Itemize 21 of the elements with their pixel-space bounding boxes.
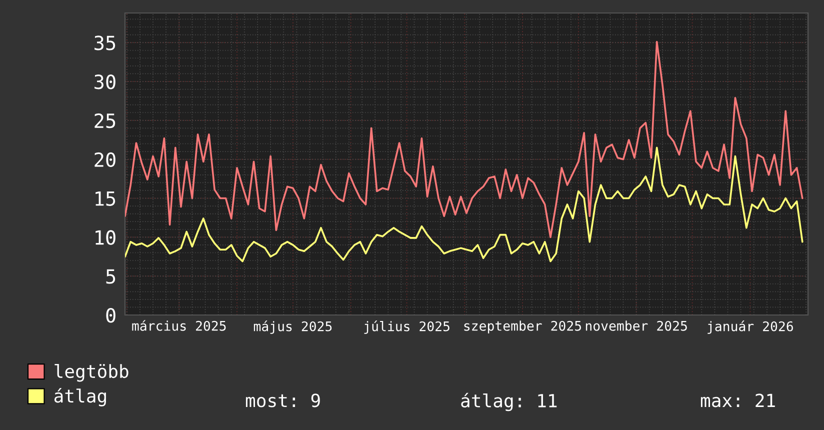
line-series [125, 40, 804, 238]
line-series [125, 146, 804, 262]
text: átlag: 11 [461, 392, 557, 412]
x-tick-label: november 2025 [586, 320, 687, 331]
x-tick-label: január 2026 [708, 320, 793, 334]
y-tick-label: 5 [106, 269, 116, 284]
text: most: 9 [246, 394, 320, 408]
legend-label: átlag [54, 388, 106, 406]
y-tick-label: 25 [94, 113, 116, 128]
y-tick-label: 20 [94, 152, 116, 168]
legend-label: legtöbb [54, 364, 128, 382]
y-tick-label: 15 [96, 192, 116, 206]
text: max: 21 [700, 394, 775, 408]
y-tick-label: 0 [106, 308, 116, 323]
x-tick-label: május 2025 [254, 320, 332, 334]
y-tick-label: 10 [96, 230, 116, 245]
x-tick-label: március 2025 [132, 320, 226, 331]
y-tick-label: 35 [94, 36, 116, 50]
y-tick-label: 30 [94, 74, 116, 90]
x-tick-label: szeptember 2025 [464, 320, 582, 334]
x-tick-label: július 2025 [364, 320, 450, 334]
